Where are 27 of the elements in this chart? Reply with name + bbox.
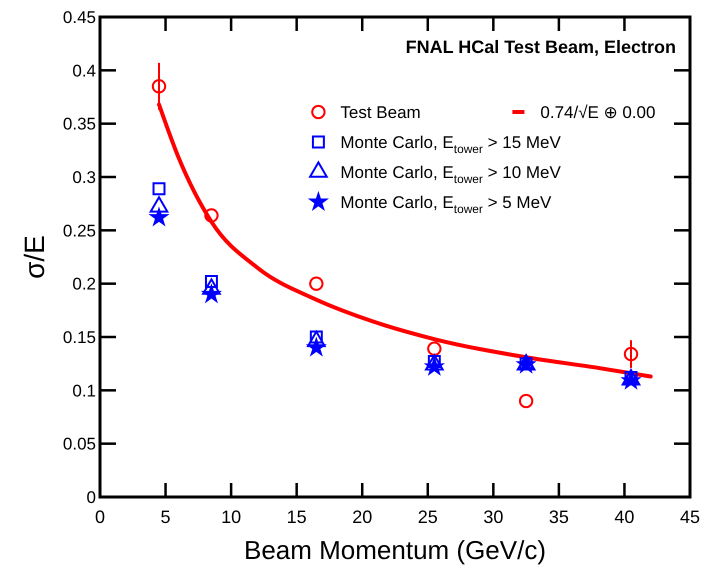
legend-label: Monte Carlo, E$_{tower}$ > 15 MeV xyxy=(340,133,562,156)
x-tick-label: 10 xyxy=(221,507,242,527)
y-tick-label: 0.35 xyxy=(62,114,96,134)
legend-label: 0.74/√E ⊕ 0.00 xyxy=(540,103,656,122)
x-tick-label: 40 xyxy=(614,507,634,527)
legend-label: Monte Carlo, E$_{tower}$ > 10 MeV xyxy=(340,163,562,186)
x-tick-label: 35 xyxy=(548,507,569,527)
y-tick-label: 0.3 xyxy=(72,168,96,187)
y-tick-label: 0 xyxy=(86,488,96,507)
y-tick-label: 0.1 xyxy=(72,381,96,400)
x-tick-label: 30 xyxy=(483,507,504,527)
x-tick-label: 20 xyxy=(352,507,372,527)
x-tick-label: 5 xyxy=(160,507,171,527)
y-axis-title: σ/E xyxy=(19,235,50,279)
text: FNAL HCal Test Beam, Electron xyxy=(406,37,676,57)
legend-label: Test Beam xyxy=(340,103,421,122)
y-tick-label: 0.05 xyxy=(62,434,96,454)
x-tick-label: 15 xyxy=(286,507,307,527)
y-tick-label: 0.2 xyxy=(72,274,96,294)
y-tick-label: 0.25 xyxy=(62,221,96,240)
x-tick-label: 45 xyxy=(680,507,700,527)
y-tick-label: 0.45 xyxy=(62,8,96,27)
y-tick-label: 0.4 xyxy=(72,61,96,80)
y-tick-label: 0.15 xyxy=(62,328,96,347)
legend-label: Monte Carlo, E$_{tower}$ > 5 MeV xyxy=(340,193,552,216)
x-axis-title: Beam Momentum (GeV/c) xyxy=(244,535,546,565)
x-tick-label: 25 xyxy=(418,507,438,527)
